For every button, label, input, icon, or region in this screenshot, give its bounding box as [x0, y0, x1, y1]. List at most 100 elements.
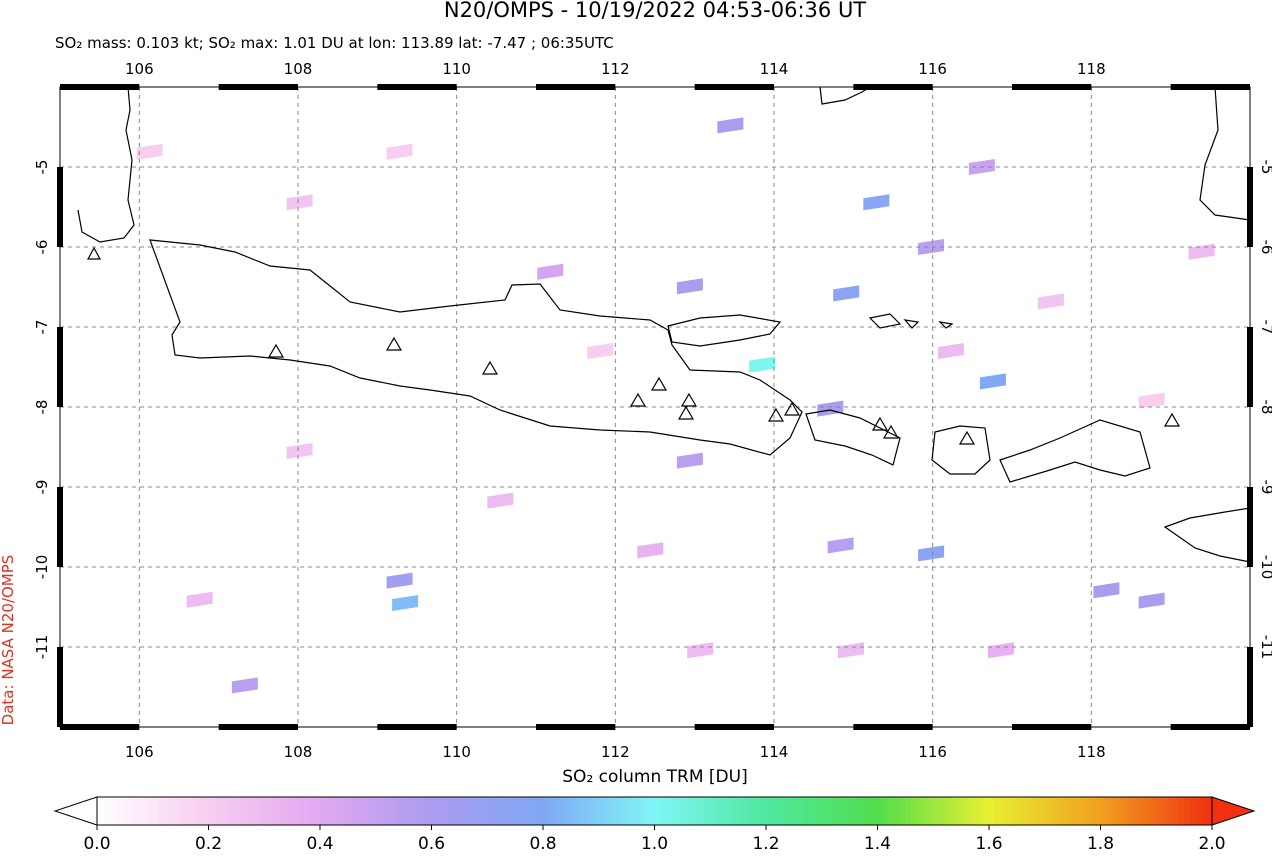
frame-segment	[1247, 487, 1253, 567]
colorbar-under	[53, 796, 98, 826]
coast-islands	[868, 313, 954, 329]
colorbar-swatch	[1089, 797, 1096, 825]
colorbar-tick-label: 1.6	[975, 834, 1002, 853]
colorbar-swatch	[554, 797, 561, 825]
colorbar-swatch	[186, 797, 193, 825]
colorbar-tick-label: 0.0	[83, 834, 110, 853]
colorbar-swatch	[1195, 797, 1202, 825]
colorbar-swatch	[169, 797, 176, 825]
frame-segment	[57, 167, 63, 247]
colorbar-swatch	[247, 797, 254, 825]
colorbar-swatch	[1033, 797, 1040, 825]
colorbar-swatch	[977, 797, 985, 825]
colorbar-swatch	[1050, 797, 1057, 825]
colorbar-swatch	[838, 797, 845, 825]
so2-cell	[1093, 582, 1120, 599]
colorbar-swatch	[453, 797, 460, 825]
colorbar-swatch	[414, 797, 421, 825]
colorbar-swatch	[877, 797, 884, 825]
colorbar-swatch	[548, 797, 555, 825]
colorbar-swatch	[1022, 797, 1029, 825]
colorbar-tick-label: 1.0	[641, 834, 668, 853]
frame-segment	[57, 647, 63, 727]
colorbar-tick-label: 0.8	[529, 834, 556, 853]
x-tick-label-bottom: 108	[284, 743, 313, 761]
colorbar-swatch	[894, 797, 901, 825]
so2-cell	[918, 239, 945, 255]
colorbar-swatch	[1005, 797, 1012, 825]
colorbar-swatch	[827, 797, 834, 825]
frame-segment	[1247, 647, 1253, 727]
volcanoes	[86, 246, 1181, 445]
colorbar-swatch	[520, 797, 527, 825]
colorbar-swatch	[754, 797, 762, 825]
y-tick-label-left: -9	[33, 480, 51, 495]
colorbar-swatch	[509, 797, 516, 825]
colorbar-swatch	[1100, 797, 1107, 825]
colorbar-swatch	[225, 797, 232, 825]
colorbar-swatch	[760, 797, 767, 825]
colorbar-swatch	[715, 797, 722, 825]
colorbar-swatch	[1161, 797, 1168, 825]
colorbar-swatch	[269, 797, 276, 825]
colorbar-swatch	[682, 797, 689, 825]
colorbar-tick-label: 0.2	[195, 834, 222, 853]
so2-cell	[537, 263, 564, 280]
colorbar-swatch	[582, 797, 589, 825]
colorbar-swatch	[297, 797, 304, 825]
colorbar-swatch	[782, 797, 789, 825]
colorbar-swatch	[108, 797, 115, 825]
colorbar-swatch	[955, 797, 962, 825]
colorbar-swatch	[587, 797, 594, 825]
y-tick-label-right: -10	[1258, 555, 1272, 580]
x-tick-label-top: 116	[918, 60, 947, 78]
frame-segment	[853, 724, 933, 730]
colorbar-swatch	[392, 797, 399, 825]
y-tick-label-right: -9	[1258, 480, 1272, 495]
colorbar-swatch	[1167, 797, 1174, 825]
colorbar-swatch	[308, 797, 316, 825]
colorbar-swatch	[738, 797, 745, 825]
colorbar-swatch	[788, 797, 795, 825]
y-tick-label-left: -11	[33, 635, 51, 660]
colorbar-swatch	[883, 797, 890, 825]
colorbar-swatch	[342, 797, 349, 825]
cell-layer	[136, 117, 1215, 694]
colorbar-swatch	[481, 797, 488, 825]
colorbar-tick-label: 1.8	[1087, 834, 1114, 853]
colorbar-swatch	[526, 797, 533, 825]
colorbar-swatch	[570, 797, 578, 825]
so2-cell	[386, 572, 413, 589]
colorbar-swatch	[141, 797, 148, 825]
colorbar-swatch	[1128, 797, 1135, 825]
frame-segment	[1012, 724, 1092, 730]
colorbar-swatch	[531, 797, 539, 825]
colorbar-swatch	[275, 797, 282, 825]
colorbar-swatch	[1083, 797, 1090, 825]
colorbar-swatch	[910, 797, 918, 825]
so2-cell	[392, 595, 419, 611]
frame-segment	[218, 724, 298, 730]
colorbar-swatch	[130, 797, 137, 825]
colorbar-swatch	[927, 797, 934, 825]
x-tick-label-top: 118	[1077, 60, 1106, 78]
colorbar-swatch	[799, 797, 806, 825]
x-tick-label-top: 108	[284, 60, 313, 78]
colorbar-swatch	[855, 797, 862, 825]
colorbar-swatch	[1106, 797, 1113, 825]
frame-segment	[694, 84, 774, 90]
colorbar-swatch	[961, 797, 968, 825]
colorbar-swatch	[1133, 797, 1141, 825]
colorbar-swatch	[871, 797, 879, 825]
colorbar-swatch	[693, 797, 700, 825]
colorbar-swatch	[331, 797, 338, 825]
colorbar-swatch	[710, 797, 717, 825]
colorbar-swatch	[147, 797, 154, 825]
y-tick-label-right: -8	[1258, 400, 1272, 415]
colorbar-swatch	[403, 797, 410, 825]
colorbar-swatch	[492, 797, 499, 825]
colorbar-swatch	[743, 797, 750, 825]
colorbar-swatch	[1011, 797, 1018, 825]
so2-cell	[1037, 293, 1064, 310]
